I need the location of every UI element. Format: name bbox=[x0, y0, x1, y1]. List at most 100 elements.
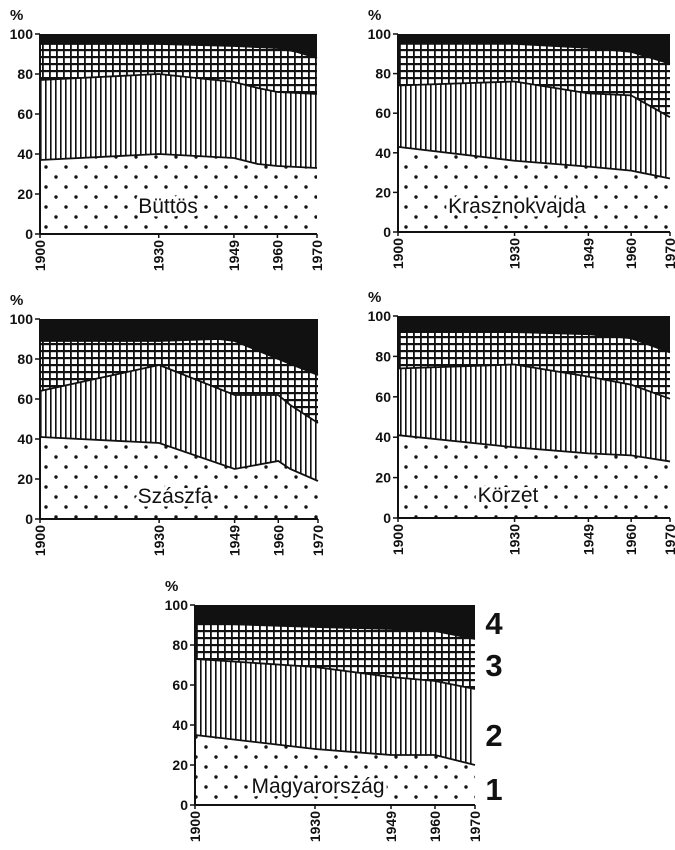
x-tick-label: 1930 bbox=[151, 240, 167, 271]
y-axis-unit-label: % bbox=[10, 292, 23, 309]
area-band-2 bbox=[195, 659, 475, 765]
area-band-4 bbox=[398, 316, 670, 353]
y-tick-label: 100 bbox=[10, 26, 34, 42]
y-tick-label: 40 bbox=[375, 429, 391, 445]
boundary-line-2 bbox=[39, 73, 318, 95]
x-tick-label: 1970 bbox=[662, 524, 675, 555]
area-band-2 bbox=[398, 364, 670, 462]
chart-panel-3: 0 20 40 60 80 100% 1900 1930 1949 1960 1970 Szászfa bbox=[10, 292, 326, 556]
boundary-line-3 bbox=[40, 338, 319, 376]
x-tick-label: 1900 bbox=[187, 811, 203, 842]
panel-title: Krasznokvajda bbox=[448, 195, 586, 218]
x-tick-label: 1949 bbox=[383, 811, 399, 842]
y-tick-label: 80 bbox=[17, 66, 33, 82]
boundary-line-1 bbox=[397, 145, 671, 180]
area-band-2 bbox=[40, 365, 318, 481]
area-band-4 bbox=[195, 605, 475, 639]
area-band-3 bbox=[398, 332, 670, 399]
boundary-line-1 bbox=[39, 436, 319, 482]
area-band-1 bbox=[40, 437, 318, 519]
boundary-line-3 bbox=[398, 331, 671, 354]
boundary-line-1 bbox=[397, 434, 671, 463]
area-band-1 bbox=[195, 735, 475, 805]
x-tick-label: 1949 bbox=[580, 238, 596, 269]
x-tick-label: 1900 bbox=[32, 525, 48, 556]
area-band-4 bbox=[398, 34, 670, 64]
boundary-line-3 bbox=[194, 622, 476, 640]
chart-panel-4: 0 20 40 60 80 100% 1900 1930 1949 1960 1970 Körzet bbox=[368, 289, 675, 555]
area-band-3 bbox=[40, 44, 317, 94]
y-tick-label: 20 bbox=[17, 471, 33, 487]
y-tick-label: 60 bbox=[17, 391, 33, 407]
boundary-line-1 bbox=[39, 153, 318, 169]
x-tick-label: 1960 bbox=[269, 240, 285, 271]
x-tick-label: 1949 bbox=[227, 525, 243, 556]
y-tick-label: 60 bbox=[17, 106, 33, 122]
chart-panel-1: 0 20 40 60 80 100% 1900 1930 1949 1960 1970 Büttös bbox=[10, 7, 325, 271]
y-tick-label: 40 bbox=[172, 717, 188, 733]
x-tick-label: 1930 bbox=[507, 238, 523, 269]
y-tick-label: 100 bbox=[368, 26, 392, 42]
area-band-3 bbox=[40, 339, 318, 423]
y-tick-label: 100 bbox=[10, 311, 34, 327]
area-band-3 bbox=[195, 623, 475, 689]
panel-title: Körzet bbox=[478, 484, 539, 507]
x-tick-label: 1930 bbox=[307, 811, 323, 842]
x-tick-label: 1930 bbox=[507, 524, 523, 555]
legend: 1 2 3 4 bbox=[485, 606, 503, 807]
chart-panel-2: 0 20 40 60 80 100% 1900 1930 1949 1960 1970 Kraszno… bbox=[368, 7, 675, 269]
y-tick-label: 40 bbox=[17, 431, 33, 447]
y-tick-label: 60 bbox=[375, 105, 391, 121]
y-axis-unit-label: % bbox=[10, 7, 23, 24]
boundary-line-3 bbox=[40, 43, 318, 59]
panel-title: Szászfa bbox=[138, 485, 213, 508]
boundary-line-2 bbox=[194, 658, 476, 690]
x-tick-label: 1970 bbox=[310, 525, 326, 556]
x-tick-label: 1900 bbox=[32, 240, 48, 271]
area-band-1 bbox=[398, 435, 670, 518]
y-tick-label: 0 bbox=[180, 797, 188, 813]
panel-title: Büttös bbox=[138, 195, 198, 218]
x-tick-label: 1970 bbox=[309, 240, 325, 271]
boundary-line-3 bbox=[398, 43, 671, 65]
y-tick-label: 20 bbox=[375, 184, 391, 200]
y-tick-label: 60 bbox=[375, 389, 391, 405]
y-tick-label: 60 bbox=[172, 677, 188, 693]
x-tick-label: 1970 bbox=[467, 811, 483, 842]
boundary-line-2 bbox=[39, 364, 319, 424]
area-band-3 bbox=[398, 43, 670, 118]
y-tick-label: 40 bbox=[17, 146, 33, 162]
y-tick-label: 0 bbox=[383, 510, 391, 526]
x-tick-label: 1970 bbox=[662, 238, 675, 269]
panel-title: Magyarország bbox=[251, 775, 384, 798]
y-tick-label: 100 bbox=[368, 308, 392, 324]
legend-label-4: 4 bbox=[485, 606, 503, 641]
legend-label-3: 3 bbox=[485, 648, 502, 683]
x-tick-label: 1900 bbox=[390, 238, 406, 269]
y-tick-label: 20 bbox=[17, 186, 33, 202]
y-tick-label: 80 bbox=[375, 348, 391, 364]
y-tick-label: 80 bbox=[17, 351, 33, 367]
legend-label-1: 1 bbox=[485, 772, 502, 807]
x-tick-label: 1960 bbox=[623, 524, 639, 555]
x-tick-label: 1930 bbox=[151, 525, 167, 556]
x-tick-label: 1960 bbox=[623, 238, 639, 269]
x-tick-label: 1949 bbox=[226, 240, 242, 271]
boundary-line-1 bbox=[194, 734, 476, 766]
x-tick-label: 1949 bbox=[580, 524, 596, 555]
area-band-4 bbox=[40, 319, 318, 375]
boundary-line-2 bbox=[397, 80, 671, 118]
y-tick-label: 0 bbox=[383, 224, 391, 240]
y-tick-label: 0 bbox=[25, 226, 33, 242]
y-tick-label: 80 bbox=[172, 637, 188, 653]
legend-label-2: 2 bbox=[485, 718, 502, 753]
y-axis-unit-label: % bbox=[368, 7, 381, 24]
area-band-1 bbox=[40, 154, 317, 234]
y-axis-unit-label: % bbox=[368, 289, 381, 306]
y-tick-label: 20 bbox=[375, 470, 391, 486]
chart-panel-5: 0 20 40 60 80 100% 1900 1930 1949 1960 1970 Magyaro… bbox=[165, 578, 504, 842]
x-tick-label: 1960 bbox=[270, 525, 286, 556]
y-tick-label: 80 bbox=[375, 66, 391, 82]
boundary-line-2 bbox=[397, 363, 671, 400]
